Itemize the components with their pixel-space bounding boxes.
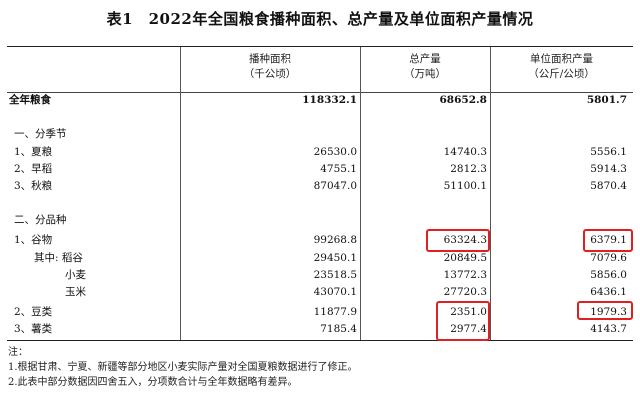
row-label: 3、薯类 [14,323,53,335]
cell-area: 7185.4 [320,323,357,335]
row-label: 1、谷物 [14,234,53,246]
cell-area: 43070.1 [313,286,357,298]
cell-output: 2351.0 [450,306,487,318]
table-row: 其中: 稻谷 29450.1 20849.5 7079.6 [0,250,640,266]
row-label: 2、早稻 [14,163,53,175]
header-sown-area-unit: （千公顷） [243,68,297,80]
cell-yield: 6379.1 [590,234,627,246]
header-unit-yield-unit: （公斤/公顷） [528,68,595,80]
cell-output: 68652.8 [439,94,488,106]
cell-output: 13772.3 [443,269,487,281]
cell-output: 63324.3 [443,234,487,246]
cell-area: 99268.8 [313,234,357,246]
header-rule [7,92,633,93]
cell-yield: 5801.7 [586,94,627,106]
cell-output: 20849.5 [443,252,487,264]
table-row: 1、谷物 99268.8 63324.3 6379.1 [0,232,640,248]
highlight-box [426,229,490,252]
section-label: 一、分季节 [14,128,67,140]
cell-yield: 1979.3 [590,306,627,318]
row-label: 3、秋粮 [14,180,53,192]
cell-area: 11877.9 [313,306,357,318]
table-row: 3、秋粮 87047.0 51100.1 5870.4 [0,178,640,194]
cell-yield: 7079.6 [590,252,627,264]
section-heading-season: 一、分季节 [0,126,640,142]
table-row: 1、夏粮 26530.0 14740.3 5556.1 [0,144,640,160]
table-title: 表1 2022年全国粮食播种面积、总产量及单位面积产量情况 [106,10,534,28]
table-row: 2、豆类 11877.9 2351.0 1979.3 [0,304,640,320]
table-row: 小麦 23518.5 13772.3 5856.0 [0,267,640,283]
header-total-output: 总产量 （万吨） [360,52,490,82]
cell-yield: 5914.3 [590,163,627,175]
cell-yield: 5870.4 [590,180,627,192]
table-bottom-rule [7,340,633,341]
cell-area: 29450.1 [313,252,357,264]
row-label: 其中: 稻谷 [34,252,83,264]
cell-yield: 6436.1 [590,286,627,298]
cell-yield: 4143.7 [590,323,627,335]
cell-output: 2812.3 [450,163,487,175]
highlight-box [583,229,633,252]
cell-area: 26530.0 [313,146,357,158]
cell-area: 23518.5 [313,269,357,281]
header-total-output-unit: （万吨） [404,68,446,80]
row-label: 2、豆类 [14,306,53,318]
cell-output: 2977.4 [450,323,487,335]
cell-output: 27720.3 [443,286,487,298]
note-line: 1.根据甘肃、宁夏、新疆等部分地区小麦实际产量对全国夏粮数据进行了修正。 [8,362,358,373]
header-sown-area-label: 播种面积 [249,53,291,65]
column-divider [490,47,491,340]
highlight-box [436,301,490,341]
highlight-box [577,301,633,320]
cell-area: 4755.1 [320,163,357,175]
column-divider [360,47,361,340]
header-total-output-label: 总产量 [409,53,441,65]
notes-heading: 注： [8,347,28,358]
cell-area: 87047.0 [313,180,357,192]
row-label: 全年粮食 [9,94,51,106]
cell-output: 51100.1 [443,180,487,192]
table-row-total: 全年粮食 118332.1 68652.8 5801.7 [0,92,640,108]
table-top-rule [7,46,633,47]
row-label: 1、夏粮 [14,146,53,158]
row-label: 小麦 [65,269,86,281]
cell-yield: 5856.0 [590,269,627,281]
header-unit-yield: 单位面积产量 （公斤/公顷） [490,52,633,82]
section-heading-variety: 二、分品种 [0,212,640,228]
cell-area: 118332.1 [302,94,357,106]
cell-yield: 5556.1 [590,146,627,158]
header-unit-yield-label: 单位面积产量 [530,53,593,65]
section-label: 二、分品种 [14,214,67,226]
header-sown-area: 播种面积 （千公顷） [180,52,360,82]
table-row: 玉米 43070.1 27720.3 6436.1 [0,284,640,300]
table-row: 2、早稻 4755.1 2812.3 5914.3 [0,161,640,177]
cell-output: 14740.3 [443,146,487,158]
column-divider [180,47,181,340]
row-label: 玉米 [65,286,86,298]
note-line: 2.此表中部分数据因四舍五入，分项数合计与全年数据略有差异。 [8,377,298,388]
table-row: 3、薯类 7185.4 2977.4 4143.7 [0,321,640,337]
